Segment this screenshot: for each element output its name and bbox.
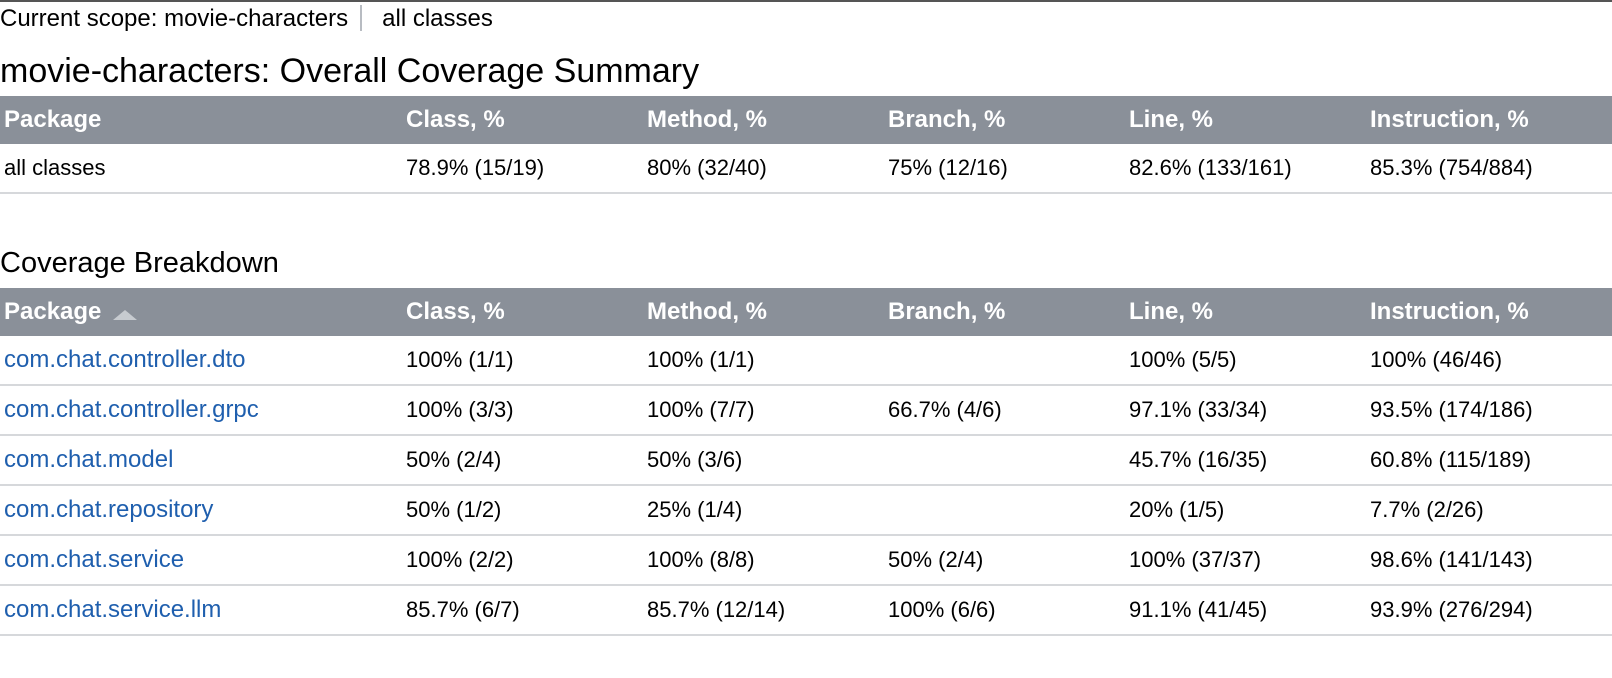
method-cell: 25% (1/4) bbox=[643, 485, 884, 536]
class-cell: 100% (2/2) bbox=[402, 535, 643, 586]
summary-title: movie-characters: Overall Coverage Summa… bbox=[0, 52, 700, 90]
line-cell: 45.7% (16/35) bbox=[1125, 435, 1366, 486]
summary-header-instruction: Instruction, % bbox=[1366, 96, 1612, 144]
summary-row: all classes 78.9% (15/19) 80% (32/40) 75… bbox=[0, 144, 1612, 194]
breakdown-header-package-label: Package bbox=[4, 298, 102, 325]
summary-cell-branch: 75% (12/16) bbox=[884, 144, 1125, 194]
summary-header-line: Line, % bbox=[1125, 96, 1366, 144]
table-row: com.chat.model 50% (2/4) 50% (3/6) 45.7%… bbox=[0, 435, 1612, 486]
class-cell: 50% (2/4) bbox=[402, 435, 643, 486]
summary-cell-method: 80% (32/40) bbox=[643, 144, 884, 194]
package-cell: com.chat.model bbox=[0, 435, 402, 486]
package-cell: com.chat.service.llm bbox=[0, 585, 402, 636]
line-cell: 20% (1/5) bbox=[1125, 485, 1366, 536]
class-cell: 100% (3/3) bbox=[402, 385, 643, 436]
instruction-cell: 60.8% (115/189) bbox=[1366, 435, 1612, 486]
class-cell: 100% (1/1) bbox=[402, 336, 643, 386]
instruction-cell: 98.6% (141/143) bbox=[1366, 535, 1612, 586]
instruction-cell: 7.7% (2/26) bbox=[1366, 485, 1612, 536]
breakdown-header-instruction[interactable]: Instruction, % bbox=[1366, 288, 1612, 336]
line-cell: 97.1% (33/34) bbox=[1125, 385, 1366, 436]
branch-cell: 50% (2/4) bbox=[884, 535, 1125, 586]
package-link[interactable]: com.chat.controller.dto bbox=[4, 346, 246, 373]
class-cell: 50% (1/2) bbox=[402, 485, 643, 536]
table-row: com.chat.service 100% (2/2) 100% (8/8) 5… bbox=[0, 535, 1612, 586]
branch-cell bbox=[884, 336, 1125, 386]
instruction-cell: 93.9% (276/294) bbox=[1366, 585, 1612, 636]
branch-cell: 100% (6/6) bbox=[884, 585, 1125, 636]
summary-cell-instruction: 85.3% (754/884) bbox=[1366, 144, 1612, 194]
breakdown-header-class[interactable]: Class, % bbox=[402, 288, 643, 336]
summary-header-row: Package Class, % Method, % Branch, % Lin… bbox=[0, 96, 1612, 144]
table-row: com.chat.controller.dto 100% (1/1) 100% … bbox=[0, 336, 1612, 386]
breakdown-header-line[interactable]: Line, % bbox=[1125, 288, 1366, 336]
line-cell: 100% (37/37) bbox=[1125, 535, 1366, 586]
method-cell: 85.7% (12/14) bbox=[643, 585, 884, 636]
summary-cell-line: 82.6% (133/161) bbox=[1125, 144, 1366, 194]
section-spacer bbox=[0, 194, 1612, 238]
package-link[interactable]: com.chat.controller.grpc bbox=[4, 396, 259, 423]
line-cell: 100% (5/5) bbox=[1125, 336, 1366, 386]
method-cell: 50% (3/6) bbox=[643, 435, 884, 486]
breakdown-header-method[interactable]: Method, % bbox=[643, 288, 884, 336]
breakdown-table: Package Class, % Method, % Branch, % Lin… bbox=[0, 288, 1612, 636]
summary-table: Package Class, % Method, % Branch, % Lin… bbox=[0, 96, 1612, 194]
summary-header-package: Package bbox=[0, 96, 402, 144]
branch-cell bbox=[884, 435, 1125, 486]
summary-cell-package: all classes bbox=[0, 144, 402, 194]
package-cell: com.chat.controller.grpc bbox=[0, 385, 402, 436]
breakdown-header-package[interactable]: Package bbox=[0, 288, 402, 336]
sort-ascending-icon[interactable] bbox=[113, 309, 138, 320]
package-link[interactable]: com.chat.model bbox=[4, 446, 174, 473]
method-cell: 100% (1/1) bbox=[643, 336, 884, 386]
method-cell: 100% (7/7) bbox=[643, 385, 884, 436]
scope-separator bbox=[360, 4, 363, 31]
package-link[interactable]: com.chat.repository bbox=[4, 496, 214, 523]
summary-header-method: Method, % bbox=[643, 96, 884, 144]
summary-cell-class: 78.9% (15/19) bbox=[402, 144, 643, 194]
package-link[interactable]: com.chat.service.llm bbox=[4, 596, 222, 623]
method-cell: 100% (8/8) bbox=[643, 535, 884, 586]
package-cell: com.chat.service bbox=[0, 535, 402, 586]
branch-cell bbox=[884, 485, 1125, 536]
scope-prefix: Current scope: movie-characters bbox=[0, 5, 349, 32]
package-cell: com.chat.repository bbox=[0, 485, 402, 536]
summary-header-class: Class, % bbox=[402, 96, 643, 144]
breakdown-title: Coverage Breakdown bbox=[0, 247, 279, 279]
scope-breadcrumb: Current scope: movie-characters all class… bbox=[0, 2, 1612, 38]
instruction-cell: 93.5% (174/186) bbox=[1366, 385, 1612, 436]
branch-cell: 66.7% (4/6) bbox=[884, 385, 1125, 436]
package-link[interactable]: com.chat.service bbox=[4, 546, 185, 573]
summary-header-branch: Branch, % bbox=[884, 96, 1125, 144]
table-row: com.chat.repository 50% (1/2) 25% (1/4) … bbox=[0, 485, 1612, 536]
scope-current: all classes bbox=[382, 5, 493, 32]
class-cell: 85.7% (6/7) bbox=[402, 585, 643, 636]
breakdown-header-branch[interactable]: Branch, % bbox=[884, 288, 1125, 336]
table-row: com.chat.service.llm 85.7% (6/7) 85.7% (… bbox=[0, 585, 1612, 636]
line-cell: 91.1% (41/45) bbox=[1125, 585, 1366, 636]
instruction-cell: 100% (46/46) bbox=[1366, 336, 1612, 386]
package-cell: com.chat.controller.dto bbox=[0, 336, 402, 386]
table-row: com.chat.controller.grpc 100% (3/3) 100%… bbox=[0, 385, 1612, 436]
breakdown-header-row: Package Class, % Method, % Branch, % Lin… bbox=[0, 288, 1612, 336]
